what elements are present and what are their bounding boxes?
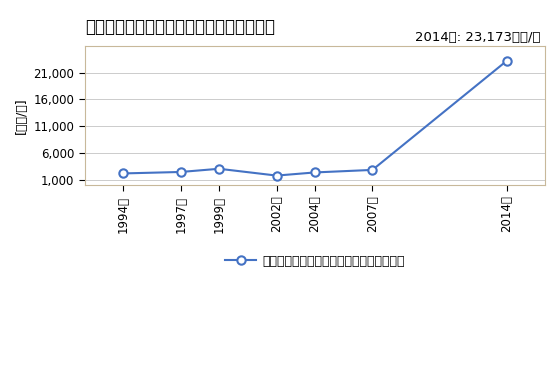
卸売業の従業者一人当たり年間商品販売額 xyxy=(273,173,280,178)
Y-axis label: [万円/人]: [万円/人] xyxy=(15,97,28,134)
卸売業の従業者一人当たり年間商品販売額 xyxy=(503,59,510,63)
卸売業の従業者一人当たり年間商品販売額 xyxy=(120,171,127,176)
卸売業の従業者一人当たり年間商品販売額 xyxy=(178,170,184,174)
卸売業の従業者一人当たり年間商品販売額 xyxy=(311,170,318,175)
卸売業の従業者一人当たり年間商品販売額 xyxy=(369,168,376,172)
Text: 2014年: 23,173万円/人: 2014年: 23,173万円/人 xyxy=(415,31,540,44)
Legend: 卸売業の従業者一人当たり年間商品販売額: 卸売業の従業者一人当たり年間商品販売額 xyxy=(220,250,410,273)
Text: 卸売業の従業者一人当たり年間商品販売額: 卸売業の従業者一人当たり年間商品販売額 xyxy=(85,18,275,36)
卸売業の従業者一人当たり年間商品販売額 xyxy=(216,167,222,171)
Line: 卸売業の従業者一人当たり年間商品販売額: 卸売業の従業者一人当たり年間商品販売額 xyxy=(119,57,511,180)
